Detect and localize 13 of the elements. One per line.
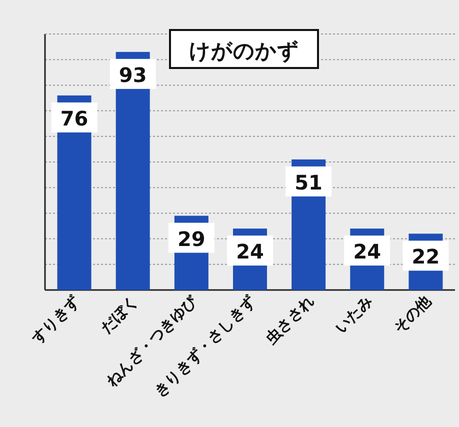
x-tick-label: いたみ <box>331 292 376 337</box>
data-label: 22 <box>412 244 440 269</box>
x-tick-label: すりきず <box>27 292 84 348</box>
data-label: 76 <box>60 106 88 130</box>
data-label: 24 <box>353 240 382 264</box>
data-label: 93 <box>118 62 147 87</box>
data-label: 29 <box>178 226 206 251</box>
data-label: 51 <box>294 170 322 194</box>
data-label: 24 <box>236 240 264 264</box>
x-tick-label: だぼく <box>97 292 142 337</box>
x-tick-label: 虫さされ <box>262 292 318 348</box>
x-tick-label: その他 <box>390 291 436 337</box>
chart-title: けがのかず <box>189 39 299 63</box>
